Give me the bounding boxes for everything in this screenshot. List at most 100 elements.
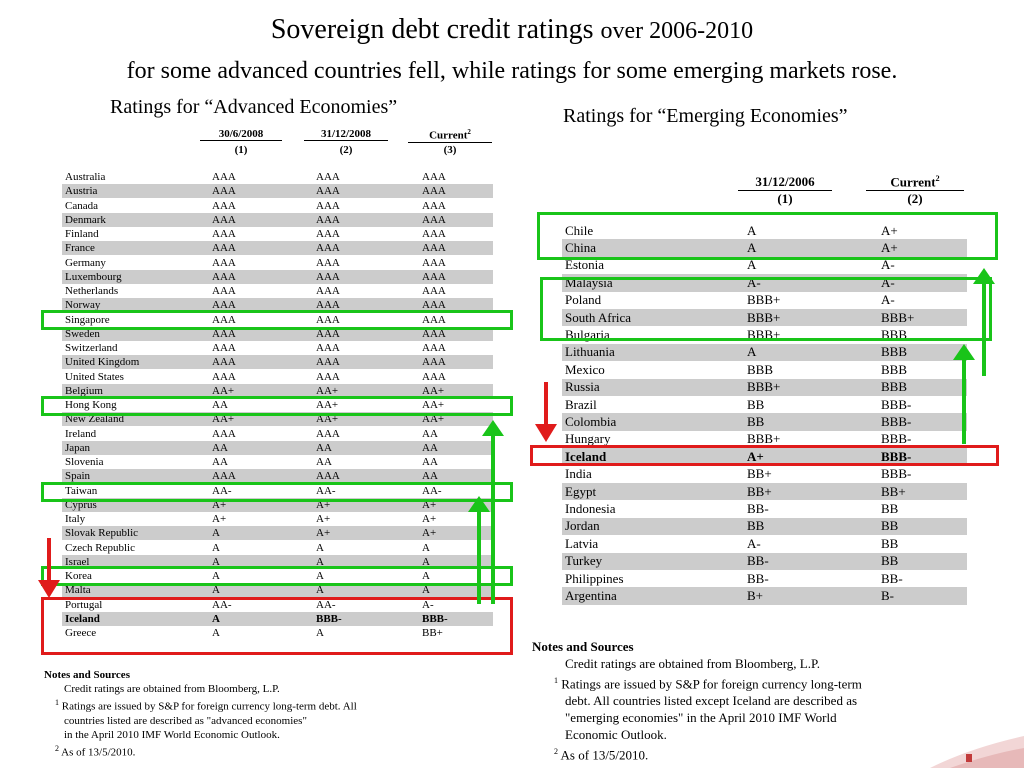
emg-table-row: Egypt BB+ BB+ bbox=[562, 483, 967, 501]
adv-country-cell: Netherlands bbox=[65, 285, 119, 298]
adv-rating-cell: A+ bbox=[212, 513, 227, 526]
adv-rating-cell: AAA bbox=[422, 270, 446, 283]
adv-rating-cell: AA+ bbox=[212, 384, 235, 397]
emg-rating-cell: BB bbox=[747, 396, 765, 412]
adv-country-cell: Iceland bbox=[65, 612, 100, 625]
adv-rating-cell: AAA bbox=[316, 342, 340, 355]
adv-rating-cell: AA+ bbox=[316, 399, 339, 412]
adv-table-row: Slovak Republic A A+ A+ bbox=[62, 526, 493, 541]
adv-country-cell: Italy bbox=[65, 513, 86, 526]
adv-table-row: Switzerland AAA AAA AAA bbox=[62, 341, 493, 355]
slide-title: Sovereign debt credit ratings over 2006-… bbox=[0, 14, 1024, 46]
up-arrow-icon bbox=[973, 268, 995, 376]
emg-table-row: Mexico BBB BBB bbox=[562, 361, 967, 378]
emg-country-cell: Indonesia bbox=[565, 501, 616, 517]
advanced-heading: Ratings for “Advanced Economies” bbox=[110, 96, 398, 118]
adv-rating-cell: AAA bbox=[422, 299, 446, 312]
adv-table-row: Denmark AAA AAA AAA bbox=[62, 212, 493, 227]
adv-rating-cell: A bbox=[212, 555, 220, 568]
adv-table-row: Iceland A BBB- BBB- bbox=[62, 611, 493, 626]
emg-rating-cell: BBB+ bbox=[747, 379, 781, 395]
adv-table-row: Malta A A A bbox=[62, 583, 493, 598]
adv-rating-cell: AAA bbox=[316, 285, 340, 298]
advanced-notes-line: As of 13/5/2010. bbox=[61, 746, 136, 759]
highlight-box-poland-south-africa bbox=[540, 277, 992, 341]
adv-table-row: Czech Republic A A A bbox=[62, 541, 493, 555]
adv-table-row: United States AAA AAA AAA bbox=[62, 370, 493, 384]
adv-table-row: Korea A A A bbox=[62, 569, 493, 583]
adv-country-cell: United States bbox=[65, 370, 124, 383]
emg-rating-cell: A bbox=[747, 240, 757, 256]
emg-rating-cell: B+ bbox=[747, 588, 764, 604]
adv-rating-cell: AAA bbox=[212, 242, 236, 255]
adv-country-cell: Malta bbox=[65, 584, 91, 597]
emg-rating-cell: BBB+ bbox=[747, 292, 781, 308]
emg-country-cell: Chile bbox=[565, 222, 594, 238]
highlight-box-hong-kong bbox=[41, 396, 513, 416]
emg-table-row: India BB+ BBB- bbox=[562, 466, 967, 483]
adv-table-row: Netherlands AAA AAA AAA bbox=[62, 284, 493, 298]
adv-col-head-1: 30/6/2008 bbox=[200, 128, 282, 141]
down-arrow-icon bbox=[38, 538, 60, 598]
adv-rating-cell: AAA bbox=[316, 327, 340, 340]
adv-rating-cell: AA- bbox=[316, 598, 336, 611]
emg-rating-cell: BBB- bbox=[881, 396, 912, 412]
adv-table-row: Slovenia AA AA AA bbox=[62, 455, 493, 469]
adv-rating-cell: AA bbox=[212, 441, 228, 454]
emg-country-cell: South Africa bbox=[565, 309, 632, 325]
adv-col-head-2: 31/12/2008 bbox=[304, 128, 388, 141]
adv-rating-cell: AAA bbox=[422, 285, 446, 298]
emerging-notes-sup: 1 bbox=[554, 676, 558, 685]
emg-rating-cell: BB bbox=[747, 518, 765, 534]
emg-country-cell: Lithuania bbox=[565, 344, 615, 360]
up-arrow-icon bbox=[482, 420, 504, 604]
adv-country-cell: Taiwan bbox=[65, 484, 98, 497]
emg-country-cell: Colombia bbox=[565, 414, 617, 430]
emerging-notes: Notes and Sources Credit ratings are obt… bbox=[532, 638, 862, 764]
emg-country-cell: China bbox=[565, 240, 597, 256]
adv-rating-cell: AAA bbox=[422, 213, 446, 226]
adv-rating-cell: AA+ bbox=[212, 413, 235, 426]
adv-col-label-2: 31/12/2008 bbox=[320, 128, 372, 140]
emg-rating-cell: BB bbox=[747, 414, 765, 430]
adv-rating-cell: AAA bbox=[316, 199, 340, 212]
emerging-notes-sup: 2 bbox=[554, 747, 558, 757]
adv-country-cell: France bbox=[65, 242, 95, 255]
adv-rating-cell: AAA bbox=[422, 370, 446, 383]
adv-rating-cell: AA- bbox=[316, 484, 336, 497]
adv-rating-cell: AAA bbox=[212, 342, 236, 355]
adv-rating-cell: AA+ bbox=[422, 413, 445, 426]
adv-table-row: France AAA AAA AAA bbox=[62, 241, 493, 256]
adv-col-label-1: 30/6/2008 bbox=[218, 128, 264, 140]
adv-rating-cell: AA bbox=[422, 441, 438, 454]
adv-col-num-2: (2) bbox=[339, 144, 353, 156]
emg-table-row: Jordan BB BB bbox=[562, 517, 967, 536]
emg-country-cell: Egypt bbox=[565, 483, 597, 499]
adv-country-cell: Denmark bbox=[65, 213, 106, 226]
adv-rating-cell: AAA bbox=[422, 171, 446, 184]
adv-rating-cell: A bbox=[212, 627, 220, 640]
adv-rating-cell: AAA bbox=[422, 199, 446, 212]
advanced-notes-line: countries listed are described as "advan… bbox=[64, 714, 307, 727]
title-main: Sovereign debt credit ratings bbox=[270, 14, 594, 45]
adv-rating-cell: AAA bbox=[212, 327, 236, 340]
adv-rating-cell: A bbox=[212, 612, 220, 625]
adv-rating-cell: A bbox=[316, 541, 324, 554]
adv-rating-cell: A+ bbox=[422, 527, 437, 540]
adv-country-cell: Belgium bbox=[65, 384, 103, 397]
emg-rating-cell: A- bbox=[881, 257, 895, 273]
adv-country-cell: Germany bbox=[65, 256, 106, 269]
emg-table-row: Poland BBB+ A- bbox=[562, 292, 967, 309]
emg-rating-cell: A+ bbox=[747, 448, 764, 464]
emerging-notes-heading: Notes and Sources bbox=[532, 639, 634, 654]
adv-table-row: Germany AAA AAA AAA bbox=[62, 256, 493, 270]
emg-table-row: Estonia A A- bbox=[562, 257, 967, 274]
up-arrow-icon bbox=[953, 344, 975, 444]
adv-table-row: Greece A A BB+ bbox=[62, 626, 493, 640]
adv-table-row: United Kingdom AAA AAA AAA bbox=[62, 355, 493, 370]
adv-rating-cell: AAA bbox=[316, 270, 340, 283]
adv-table-row: Luxembourg AAA AAA AAA bbox=[62, 269, 493, 284]
emg-country-cell: Argentina bbox=[565, 588, 617, 604]
adv-rating-cell: AAA bbox=[316, 370, 340, 383]
adv-rating-cell: AA+ bbox=[316, 384, 339, 397]
